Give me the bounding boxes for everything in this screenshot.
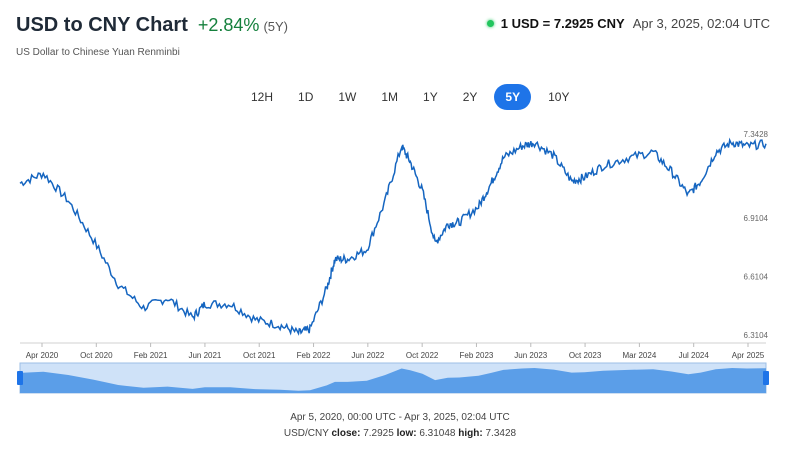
navigator-right-handle[interactable]	[763, 371, 769, 385]
low-value: 6.31048	[419, 428, 456, 439]
range-button-2y[interactable]: 2Y	[462, 90, 478, 104]
close-label: close:	[331, 428, 361, 439]
x-tick-label: Oct 2020	[80, 351, 113, 360]
rate-value: 1 USD = 7.2925 CNY	[500, 16, 625, 31]
y-tick-label: 6.3104	[744, 331, 769, 340]
navigator-left-handle[interactable]	[17, 371, 23, 385]
close-value: 7.2925	[363, 428, 394, 439]
change-period: (5Y)	[263, 19, 288, 34]
chart-header: USD to CNY Chart +2.84% (5Y)	[16, 14, 288, 44]
range-button-1d[interactable]: 1D	[298, 90, 314, 104]
selected-range: Apr 5, 2020, 00:00 UTC - Apr 3, 2025, 02…	[290, 412, 510, 423]
x-tick-label: Oct 2022	[406, 351, 439, 360]
y-tick-label: 6.9104	[744, 214, 769, 223]
ohlc-summary: USD/CNY close: 7.2925 low: 6.31048 high:…	[0, 428, 800, 439]
navigator-area	[20, 368, 766, 393]
x-tick-label: Jun 2022	[351, 351, 384, 360]
price-chart[interactable]: 7.3428 6.9104 6.6104 6.3104 Apr 2020 Oct 2020…	[0, 120, 800, 400]
y-tick-label: 6.6104	[744, 273, 769, 282]
x-tick-label: Feb 2022	[297, 351, 331, 360]
range-selector: 12H 1D 1W 1M 1Y 2Y 5Y 10Y	[243, 84, 586, 110]
page-title: USD to CNY Chart	[16, 14, 188, 36]
rate-timestamp: Apr 3, 2025, 02:04 UTC	[632, 16, 770, 31]
price-series-line	[19, 137, 767, 336]
percent-change: +2.84%	[197, 15, 260, 35]
x-tick-label: Mar 2024	[622, 351, 656, 360]
x-tick-label: Jul 2024	[679, 351, 710, 360]
x-tick-label: Apr 2025	[732, 351, 765, 360]
high-value: 7.3428	[485, 428, 517, 439]
x-tick-label: Feb 2021	[134, 351, 168, 360]
x-tick-label: Oct 2023	[569, 351, 602, 360]
current-rate: 1 USD = 7.2925 CNY Apr 3, 2025, 02:04 UT…	[486, 16, 770, 31]
live-status-icon	[486, 20, 494, 27]
high-label: high:	[458, 428, 483, 439]
range-button-5y[interactable]: 5Y	[494, 84, 532, 110]
range-button-12h[interactable]: 12H	[251, 90, 274, 104]
x-tick-label: Feb 2023	[460, 351, 494, 360]
x-tick-label: Apr 2020	[26, 351, 59, 360]
x-tick-label: Jun 2023	[514, 351, 547, 360]
low-label: low:	[396, 428, 417, 439]
x-tick-label: Jun 2021	[188, 351, 221, 360]
page-subtitle: US Dollar to Chinese Yuan Renminbi	[16, 47, 180, 58]
range-button-10y[interactable]: 10Y	[548, 90, 570, 104]
range-button-1m[interactable]: 1M	[381, 90, 399, 104]
range-button-1y[interactable]: 1Y	[423, 90, 438, 104]
x-tick-label: Oct 2021	[243, 351, 276, 360]
range-button-1w[interactable]: 1W	[338, 90, 357, 104]
pair-label: USD/CNY	[283, 428, 329, 439]
y-tick-label: 7.3428	[744, 130, 769, 139]
